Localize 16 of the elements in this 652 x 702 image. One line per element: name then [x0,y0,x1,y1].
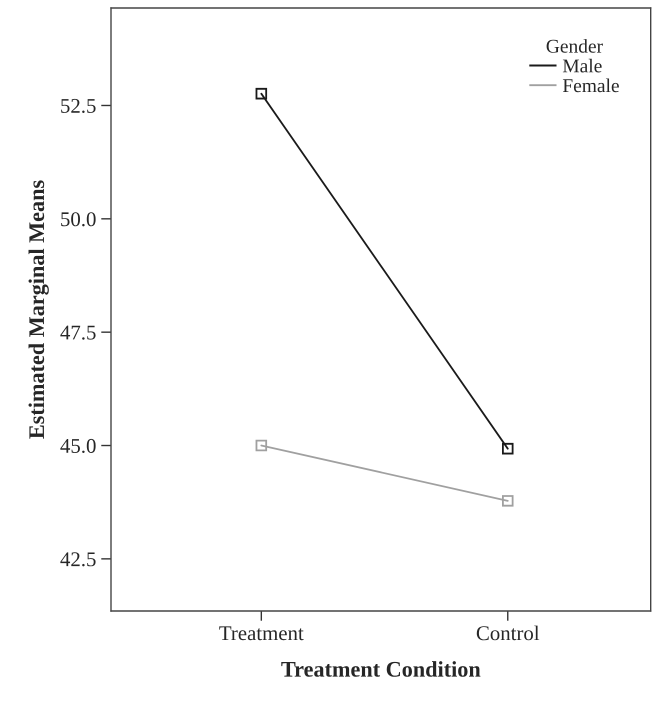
y-tick-label: 47.5 [60,326,96,340]
x-axis-title: Treatment Condition [281,661,480,677]
point [256,440,268,452]
y-tick-label: 45.0 [60,438,96,454]
y-axis-title: Estimated Marginal Means [28,180,49,439]
y-tick-label: 52.5 [61,98,96,113]
y-tick-label: 50.0 [61,212,96,226]
legend-label: Female [562,78,619,92]
x-tick-label: Treatment [219,626,304,640]
x-tick-label: Control [476,626,540,640]
legend-title: Gender [546,39,603,53]
y-tick-label: 42.5 [60,552,96,566]
point [502,442,514,454]
point [502,495,514,507]
legend-label: Male [562,58,602,72]
point [256,88,268,100]
